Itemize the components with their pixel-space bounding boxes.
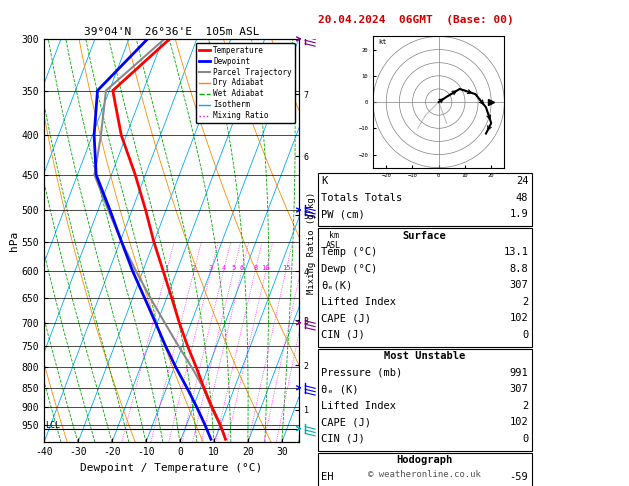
Legend: Temperature, Dewpoint, Parcel Trajectory, Dry Adiabat, Wet Adiabat, Isotherm, Mi: Temperature, Dewpoint, Parcel Trajectory…	[196, 43, 295, 123]
Text: © weatheronline.co.uk: © weatheronline.co.uk	[368, 469, 481, 479]
Text: CAPE (J): CAPE (J)	[321, 313, 370, 324]
Text: 991: 991	[509, 368, 528, 378]
Y-axis label: hPa: hPa	[9, 230, 19, 251]
Text: 4: 4	[221, 265, 226, 271]
Text: Surface: Surface	[403, 231, 447, 241]
Text: Temp (°C): Temp (°C)	[321, 247, 377, 258]
Text: K: K	[321, 176, 327, 187]
Text: Pressure (mb): Pressure (mb)	[321, 368, 402, 378]
Text: 102: 102	[509, 313, 528, 324]
Text: 20.04.2024  06GMT  (Base: 00): 20.04.2024 06GMT (Base: 00)	[318, 15, 513, 25]
Text: Dewp (°C): Dewp (°C)	[321, 264, 377, 274]
Text: Lifted Index: Lifted Index	[321, 297, 396, 307]
Text: EH: EH	[321, 472, 333, 482]
Text: kt: kt	[379, 39, 387, 45]
Text: CIN (J): CIN (J)	[321, 434, 365, 444]
Text: 13.1: 13.1	[503, 247, 528, 258]
Text: θₑ(K): θₑ(K)	[321, 280, 352, 291]
Text: 0: 0	[522, 434, 528, 444]
Text: 307: 307	[509, 384, 528, 395]
Text: Hodograph: Hodograph	[396, 455, 453, 466]
Text: 307: 307	[509, 280, 528, 291]
Text: CAPE (J): CAPE (J)	[321, 417, 370, 428]
Text: 1: 1	[164, 265, 169, 271]
Text: 8.8: 8.8	[509, 264, 528, 274]
Text: 2: 2	[522, 401, 528, 411]
Text: Totals Totals: Totals Totals	[321, 193, 402, 203]
Text: -59: -59	[509, 472, 528, 482]
Text: 6: 6	[240, 265, 244, 271]
Text: 102: 102	[509, 417, 528, 428]
Text: 8: 8	[253, 265, 257, 271]
Text: 5: 5	[231, 265, 236, 271]
Y-axis label: km
ASL: km ASL	[326, 231, 341, 250]
Text: Mixing Ratio (g/kg): Mixing Ratio (g/kg)	[307, 192, 316, 294]
Text: 24: 24	[516, 176, 528, 187]
Text: 1.9: 1.9	[509, 209, 528, 220]
Text: Most Unstable: Most Unstable	[384, 351, 465, 362]
X-axis label: Dewpoint / Temperature (°C): Dewpoint / Temperature (°C)	[81, 463, 262, 473]
Text: 15: 15	[282, 265, 290, 271]
Title: 39°04'N  26°36'E  105m ASL: 39°04'N 26°36'E 105m ASL	[84, 27, 259, 37]
Text: 48: 48	[516, 193, 528, 203]
Text: 10: 10	[262, 265, 270, 271]
Text: CIN (J): CIN (J)	[321, 330, 365, 340]
Text: LCL: LCL	[45, 421, 60, 430]
Text: θₑ (K): θₑ (K)	[321, 384, 359, 395]
Text: 2: 2	[192, 265, 196, 271]
Text: Lifted Index: Lifted Index	[321, 401, 396, 411]
Text: 0: 0	[522, 330, 528, 340]
Text: PW (cm): PW (cm)	[321, 209, 365, 220]
Text: 2: 2	[522, 297, 528, 307]
Text: 3: 3	[209, 265, 213, 271]
